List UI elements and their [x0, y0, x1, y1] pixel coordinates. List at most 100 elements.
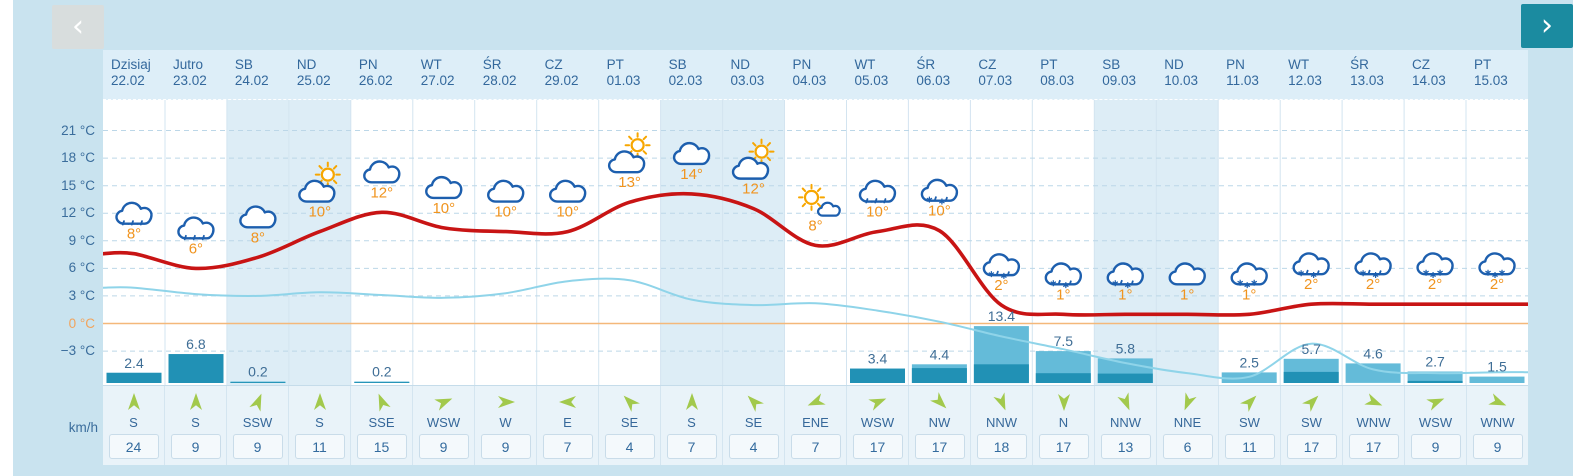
- day-header-cell[interactable]: ND 10.03: [1156, 50, 1218, 99]
- day-header-cell[interactable]: Jutro 23.02: [165, 50, 227, 99]
- day-header-cell[interactable]: ŚR 13.03: [1342, 50, 1404, 99]
- svg-text:12°: 12°: [370, 184, 393, 201]
- day-name: PN: [358, 57, 378, 72]
- day-date: 27.02: [420, 73, 455, 88]
- precipitation-value-labels: 2.4 6.8 0.2 0.2 3.4 4.4 13.4 7.5 5.8 2.5 5.7 4.6 2.7…: [124, 308, 1507, 379]
- day-date: 25.02: [296, 73, 331, 88]
- svg-text:2°: 2°: [1304, 276, 1318, 293]
- temp-axis-tick: 0 °C: [68, 315, 95, 331]
- temp-axis-tick: 15 °C: [61, 177, 95, 193]
- day-date: 10.03: [1164, 73, 1198, 88]
- day-header-row: Dzisiaj 22.02 Jutro 23.02 SB 24.02 ND 25.02 PN 26…: [103, 50, 1528, 100]
- svg-text:5.8: 5.8: [1116, 340, 1136, 356]
- wind-direction-label: NNW: [1109, 415, 1142, 430]
- day-header-cell[interactable]: PN 04.03: [784, 50, 846, 99]
- wind-direction-label: SSW: [242, 415, 273, 430]
- wind-cell: SE 4: [722, 386, 784, 465]
- day-header-cell[interactable]: WT 12.03: [1280, 50, 1342, 99]
- wind-direction-arrow-icon: [685, 393, 698, 410]
- temp-axis-tick: −3 °C: [60, 343, 95, 359]
- wind-cell: S 11: [288, 386, 350, 465]
- wind-direction-arrow-icon: [623, 395, 640, 412]
- svg-text:8°: 8°: [127, 226, 141, 243]
- wind-direction-arrow-icon: [929, 392, 946, 409]
- day-header-cell[interactable]: PT 15.03: [1466, 50, 1528, 99]
- svg-text:10°: 10°: [432, 200, 455, 217]
- day-date: 23.02: [172, 73, 207, 88]
- day-name: SB: [1102, 57, 1121, 72]
- weekend-tint-columns: [226, 100, 1219, 385]
- day-header-cell[interactable]: PT 01.03: [599, 50, 661, 99]
- wind-speed-value: 11: [1224, 434, 1275, 459]
- wind-direction-label: NW: [928, 415, 951, 430]
- wind-direction-arrow-icon: [1239, 395, 1256, 412]
- day-header-cell[interactable]: CZ 29.02: [537, 50, 599, 99]
- day-date: 09.03: [1102, 73, 1137, 88]
- wind-direction-arrow-icon: [497, 396, 515, 408]
- day-date: 02.03: [668, 73, 703, 88]
- day-header-cell[interactable]: SB 24.02: [227, 50, 289, 99]
- wind-speed-value: 17: [914, 434, 965, 459]
- day-date: 26.02: [358, 73, 393, 88]
- svg-text:8°: 8°: [808, 217, 822, 234]
- day-name: SB: [668, 57, 687, 72]
- wind-direction-arrow-icon: [378, 393, 391, 412]
- wind-direction-arrow-icon: [1184, 392, 1197, 411]
- day-header-cell[interactable]: WT 05.03: [846, 50, 908, 99]
- wind-direction-label: NNW: [985, 415, 1018, 430]
- day-name: PT: [1473, 57, 1492, 72]
- day-header-cell[interactable]: ŚR 28.02: [475, 50, 537, 99]
- wind-speed-value: 11: [294, 434, 345, 459]
- temperature-gridlines: [103, 130, 1528, 352]
- day-header-cell[interactable]: SB 09.03: [1094, 50, 1156, 99]
- wind-direction-label: S: [315, 415, 324, 430]
- temp-axis-tick: 9 °C: [68, 232, 95, 248]
- wind-direction-arrow-icon: [248, 393, 261, 412]
- wind-direction-label: S: [191, 415, 200, 430]
- nav-previous-button[interactable]: ‹: [52, 5, 104, 49]
- wind-cell: SSE 15: [350, 386, 412, 465]
- wind-direction-label: W: [499, 415, 512, 430]
- temperature-min-line: [103, 277, 1528, 380]
- wind-cell: WSW 9: [1404, 386, 1466, 465]
- day-header-cell[interactable]: WT 27.02: [413, 50, 475, 99]
- wind-direction-arrow-icon: [867, 398, 886, 411]
- day-date: 12.03: [1288, 73, 1322, 88]
- day-header-cell[interactable]: SB 02.03: [661, 50, 723, 99]
- day-header-cell[interactable]: PN 11.03: [1218, 50, 1280, 99]
- day-header-cell[interactable]: PT 08.03: [1032, 50, 1094, 99]
- svg-text:8°: 8°: [251, 229, 265, 246]
- day-header-cell[interactable]: CZ 07.03: [970, 50, 1032, 99]
- day-header-cell[interactable]: CZ 14.03: [1404, 50, 1466, 99]
- day-name: CZ: [544, 57, 563, 72]
- day-header-cell[interactable]: PN 26.02: [351, 50, 413, 99]
- temp-axis-tick: 6 °C: [68, 260, 95, 276]
- wind-direction-arrow-icon: [313, 393, 326, 410]
- wind-speed-value: 9: [170, 434, 221, 459]
- day-header-cell[interactable]: ND 25.02: [289, 50, 351, 99]
- wind-direction-arrow-icon: [1057, 394, 1070, 411]
- day-header-cell[interactable]: Dzisiaj 22.02: [103, 50, 165, 99]
- wind-direction-arrow-icon: [558, 396, 576, 408]
- temp-axis-tick: 18 °C: [61, 150, 95, 166]
- chevron-left-icon: ‹: [72, 9, 84, 44]
- svg-text:2°: 2°: [1428, 276, 1442, 293]
- day-header-cell[interactable]: ND 03.03: [723, 50, 785, 99]
- svg-text:10°: 10°: [308, 204, 331, 221]
- day-name: WT: [420, 57, 442, 72]
- svg-text:2°: 2°: [1366, 276, 1380, 293]
- wind-speed-value: 9: [1472, 434, 1523, 459]
- svg-text:1.5: 1.5: [1487, 359, 1507, 375]
- wind-cell: WSW 9: [412, 386, 474, 465]
- wind-speed-value: 4: [604, 434, 655, 459]
- svg-text:12°: 12°: [742, 181, 765, 198]
- svg-text:1°: 1°: [1180, 286, 1194, 303]
- temp-axis-tick: 3 °C: [68, 287, 95, 303]
- day-date: 05.03: [854, 73, 889, 88]
- day-header-cell[interactable]: ŚR 06.03: [908, 50, 970, 99]
- wind-direction-label: WSW: [860, 415, 895, 430]
- wind-speed-value: 9: [418, 434, 469, 459]
- nav-next-button[interactable]: ›: [1521, 4, 1573, 48]
